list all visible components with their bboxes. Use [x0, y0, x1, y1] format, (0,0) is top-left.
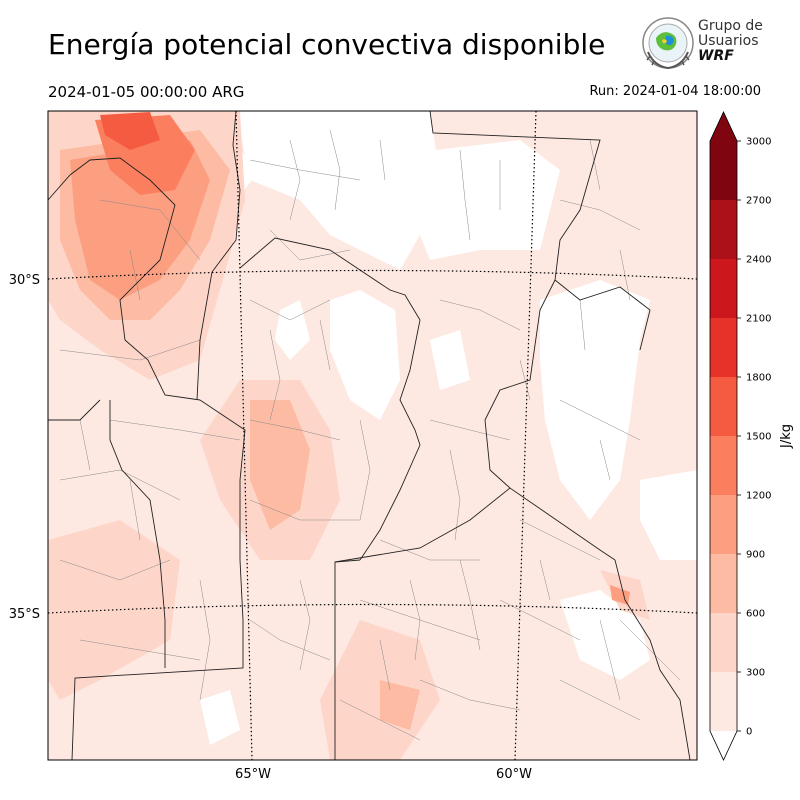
globe-emblem-icon [642, 17, 694, 70]
colorbar-swatch [710, 495, 737, 554]
colorbar-swatch [710, 554, 737, 613]
colorbar-swatch [710, 672, 737, 731]
colorbar-extend-min [710, 731, 737, 760]
lat-label-35s: 35°S [9, 607, 40, 622]
meridian-60w [514, 111, 537, 760]
colorbar-swatch [710, 141, 737, 200]
cape-field [48, 111, 697, 760]
colorbar-tick-label: 1800 [746, 373, 771, 384]
parallel-35s [48, 603, 697, 614]
colorbar-swatch [710, 200, 737, 259]
graticule [48, 111, 697, 760]
lon-label-60w: 60°W [496, 767, 532, 782]
colorbar-tick-label: 0 [746, 727, 752, 738]
colorbar-swatch [710, 318, 737, 377]
map-frame [47, 110, 698, 761]
logo-line-1: Grupo de [698, 18, 763, 34]
colorbar-swatch [710, 436, 737, 495]
colorbar-swatch [710, 377, 737, 436]
colorbar-swatch [710, 259, 737, 318]
department-boundaries [59, 129, 681, 741]
logo-line-3: WRF [698, 48, 734, 64]
colorbar-tick-label: 2100 [746, 314, 771, 325]
colorbar-tick-label: 1200 [746, 491, 771, 502]
lat-label-30s: 30°S [9, 273, 40, 288]
colorbar-tick-label: 1500 [746, 432, 771, 443]
logo-line-2: Usuarios [698, 33, 759, 49]
colorbar-tick-label: 2400 [746, 255, 771, 266]
colorbar-tick-label: 3000 [746, 137, 771, 148]
meridian-65w [235, 111, 253, 760]
wrf-logo: Grupo de Usuarios WRF [640, 16, 770, 72]
lon-label-65w: 65°W [235, 767, 271, 782]
colorbar-unit-label: J/kg [779, 424, 794, 449]
colorbar-extend-max [710, 112, 737, 141]
parallel-30s [48, 269, 697, 280]
colorbar-tick-label: 900 [746, 550, 765, 561]
colorbar-tick-label: 600 [746, 609, 765, 620]
map-title: Energía potencial convectiva disponible [48, 28, 606, 61]
colorbar: 0 300 600 900 1200 1500 1800 2100 2400 2700 3000 [709, 111, 771, 761]
logo-text: Grupo de Usuarios WRF [698, 19, 763, 64]
colorbar-tick-label: 300 [746, 668, 765, 679]
colorbar-swatch [710, 613, 737, 672]
valid-time: 2024-01-05 00:00:00 ARG [48, 83, 245, 101]
colorbar-tick-label: 2700 [746, 196, 771, 207]
run-time: Run: 2024-01-04 18:00:00 [589, 84, 761, 99]
